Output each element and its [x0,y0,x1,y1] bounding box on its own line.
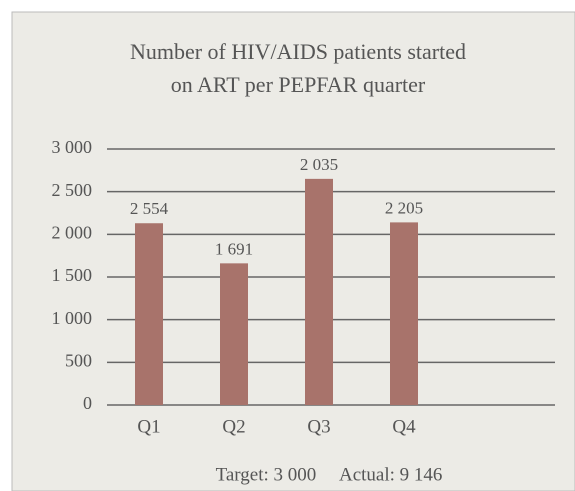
footer: Target: 3 000 Actual: 9 146 [216,464,443,485]
y-tick-label: 3 000 [52,137,93,157]
chart-title: on ART per PEPFAR quarter [171,72,426,97]
x-tick-label: Q1 [137,416,160,437]
x-tick-label: Q3 [307,416,330,437]
y-tick-label: 2 000 [52,222,93,242]
y-tick-label: 2 500 [52,180,93,200]
bar [390,222,418,405]
panel [11,11,575,491]
y-tick-label: 1 500 [52,265,93,285]
bar [305,178,333,405]
x-tick-label: Q2 [222,416,245,437]
x-tick-label: Q4 [392,416,416,437]
y-tick-label: 500 [65,350,92,370]
bar [135,223,163,405]
bar-annotation: 2 205 [385,198,423,217]
chart-title: Number of HIV/AIDS patients started [130,39,466,64]
bar-annotation: 2 035 [300,155,338,174]
bar [220,263,248,405]
bar-annotation: 2 554 [130,199,169,218]
y-tick-label: 1 000 [52,308,93,328]
bar-annotation: 1 691 [215,239,253,258]
y-tick-label: 0 [83,393,92,413]
